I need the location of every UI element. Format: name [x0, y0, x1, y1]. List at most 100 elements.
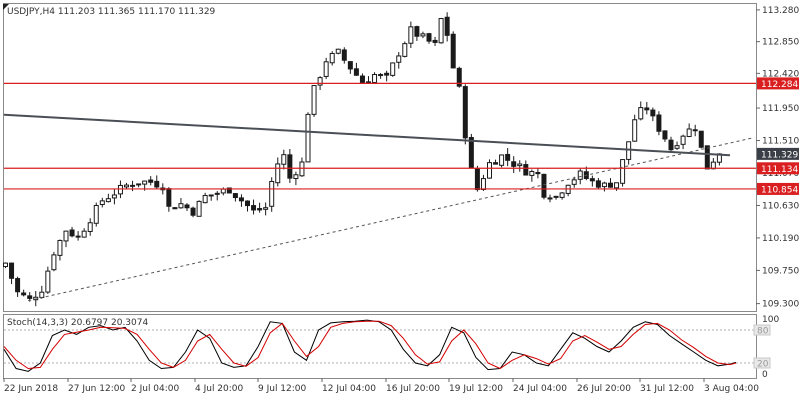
chart-title: USDJPY,H4 111.203 111.365 111.170 111.32… [7, 7, 216, 17]
candle-bear [426, 33, 432, 42]
candle-bear [595, 180, 601, 188]
candle-bear [166, 188, 172, 207]
current-price-label: 111.329 [761, 150, 798, 160]
candle-bull [529, 170, 535, 176]
candle-bull [220, 188, 226, 194]
candle-bear [462, 86, 468, 139]
price-levels: 112.284 111.134 110.854 111.329 [4, 77, 799, 195]
candle-bear [15, 278, 21, 293]
candle-bear [444, 16, 450, 36]
candle-bull [99, 200, 105, 205]
candle-bull [499, 154, 505, 166]
candle-bull [577, 170, 583, 180]
candle-bear [130, 184, 136, 187]
candle-bear [184, 204, 190, 209]
candle-bull [111, 194, 117, 199]
candle-bull [674, 145, 680, 149]
candle-bull [275, 163, 281, 184]
stoch-title: Stoch(14,3,3) 20.6797 20.3074 [7, 318, 148, 328]
stochastic-oscillator: 80 20 100 0 [3, 315, 779, 380]
stoch-tick-label: 100 [762, 315, 779, 325]
price-tick-label: 113.280 [762, 6, 799, 16]
price-tick-label: 109.750 [762, 266, 799, 276]
level-price-tag [757, 182, 799, 195]
candle-bear [190, 207, 196, 216]
stoch-level-tag [753, 357, 771, 369]
candle-bull [680, 135, 686, 145]
stoch-level-tag [753, 324, 771, 336]
price-tick-label: 112.420 [762, 69, 799, 79]
candle-bull [214, 192, 220, 195]
candle-bull [438, 18, 444, 44]
price-tick-label: 111.950 [762, 104, 799, 114]
candle-bear [9, 262, 15, 279]
candle-bull [553, 195, 559, 198]
trendlines [3, 113, 755, 302]
stoch-plot-frame [3, 314, 757, 379]
price-tick-label: 112.850 [762, 38, 799, 48]
candle-bear [456, 67, 462, 87]
price-tick-label: 111.510 [762, 137, 799, 147]
time-tick-label: 16 Jul 20:00 [386, 384, 440, 394]
candle-bull [372, 74, 378, 83]
candle-bull [263, 207, 269, 210]
candle-bear [414, 26, 420, 37]
candle-bull [196, 200, 202, 217]
time-tick-label: 27 Jun 12:00 [68, 384, 125, 394]
price-tick-label: 109.300 [762, 300, 799, 310]
time-axis: 22 Jun 2018 27 Jun 12:00 2 Jul 04:00 4 Jul … [3, 378, 759, 394]
candle-bull [323, 61, 329, 77]
time-tick-label: 22 Jun 2018 [4, 384, 58, 394]
candle-bull [480, 178, 486, 190]
level-price-tag [757, 77, 799, 90]
title-arrow-icon [3, 4, 9, 10]
candle-bear [251, 205, 257, 211]
candle-bull [366, 81, 371, 84]
candles [3, 12, 722, 307]
time-tick-label: 12 Jul 04:00 [322, 384, 376, 394]
candle-bear [359, 75, 365, 84]
candle-bull [269, 180, 275, 207]
candle-bear [378, 74, 384, 77]
candle-bull [620, 159, 626, 184]
candle-bull [614, 182, 620, 189]
stoch-tick-label: 0 [762, 370, 768, 380]
candle-bear [505, 153, 511, 161]
candle-bull [3, 262, 8, 268]
time-tick-label: 2 Jul 04:00 [131, 384, 180, 394]
candle-bear [148, 179, 154, 183]
candle-bear [172, 207, 178, 210]
candle-bear [450, 33, 456, 69]
candle-bull [136, 183, 142, 186]
candle-bull [105, 198, 111, 203]
price-tick-label: 110.190 [762, 234, 799, 244]
candle-bull [408, 26, 414, 44]
candle-bear [226, 187, 232, 194]
current-price-tag [757, 147, 799, 160]
time-tick-label: 26 Jul 20:00 [577, 384, 631, 394]
candle-bear [69, 229, 75, 237]
candle-bull [81, 230, 87, 238]
candle-bull [45, 270, 51, 293]
candle-bear [650, 109, 656, 117]
descending-trendline[interactable] [3, 113, 731, 157]
stoch-level-label: 80 [757, 327, 769, 337]
candle-bear [474, 168, 480, 191]
candle-bear [75, 235, 81, 238]
time-tick-label: 9 Jul 12:00 [258, 384, 307, 394]
candle-bull [335, 48, 341, 54]
candle-bear [245, 200, 250, 207]
level-price-label: 111.134 [761, 165, 798, 175]
candle-bull [51, 254, 57, 271]
candle-bull [39, 291, 45, 298]
candle-bull [57, 239, 63, 256]
price-tick-label: 110.630 [762, 201, 799, 211]
candle-bear [547, 197, 553, 200]
time-tick-label: 4 Jul 20:00 [195, 384, 244, 394]
candle-bull [299, 161, 305, 177]
time-tick-label: 3 Aug 04:00 [704, 384, 759, 394]
level-price-label: 112.284 [761, 80, 798, 90]
candle-bull [63, 230, 69, 242]
ascending-trendline[interactable] [28, 137, 755, 302]
